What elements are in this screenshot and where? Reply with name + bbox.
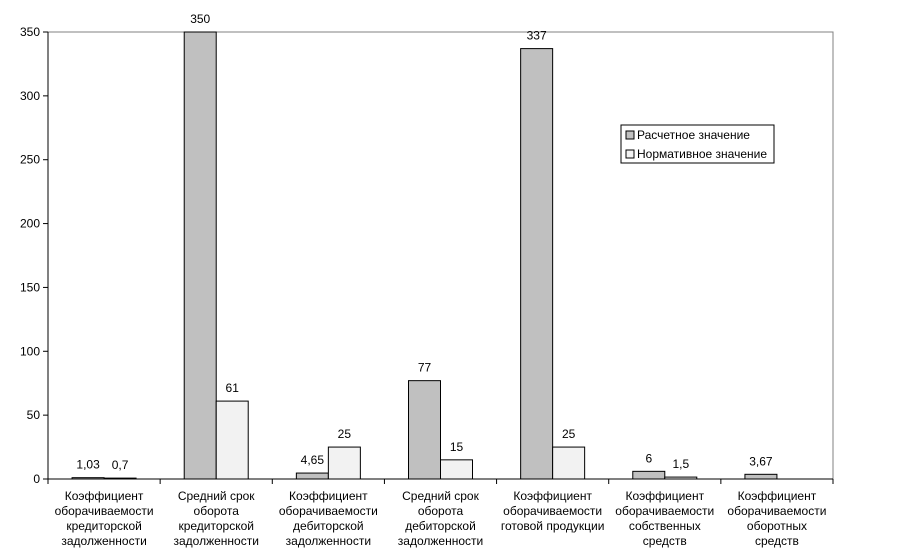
bar-series-2-cat-4 <box>440 459 473 480</box>
x-tick-label-line: оборачиваемости <box>503 504 602 518</box>
x-tick-label: Средний срок оборота дебиторской задолженно… <box>398 489 483 548</box>
data-label: 1,03 <box>76 458 100 472</box>
x-tick-label-line: Коэффициент <box>513 489 592 503</box>
data-label: 3,67 <box>749 454 773 468</box>
x-tick-label-line: дебиторской <box>405 519 476 533</box>
x-tick-label: Коэффициент оборачиваемости собственных сре… <box>615 489 714 548</box>
x-tick-label: Коэффициент оборачиваемости оборотных средс… <box>727 489 826 548</box>
x-tick-label-line: Коэффициент <box>65 489 144 503</box>
x-tick-label-line: задолженности <box>61 534 146 548</box>
y-tick-label: 250 <box>20 153 40 167</box>
x-tick-label: Коэффициент оборачиваемости дебиторской зад… <box>279 489 378 548</box>
bar-series-1-cat-5 <box>520 48 554 480</box>
data-label: 337 <box>527 29 547 43</box>
bar-series-2-cat-2 <box>215 400 249 480</box>
x-tick-label-line: Средний срок <box>402 489 479 503</box>
x-tick-label-line: оборачиваемости <box>615 504 714 518</box>
x-tick-label-line: Коэффициент <box>289 489 368 503</box>
data-label: 4,65 <box>301 453 325 467</box>
bar-series-1-cat-4 <box>408 380 441 480</box>
x-tick-label-line: средств <box>643 534 687 548</box>
legend-label: Расчетное значение <box>637 128 750 142</box>
data-label: 6 <box>645 451 652 465</box>
legend-swatch <box>625 149 635 159</box>
x-tick-label-line: оборота <box>418 504 464 518</box>
bar-series-1-cat-6 <box>632 470 666 480</box>
legend-box <box>620 124 775 164</box>
data-label: 350 <box>190 12 210 26</box>
data-label: 25 <box>338 427 352 441</box>
x-tick-label-line: оборачиваемости <box>55 504 154 518</box>
y-tick-label: 300 <box>20 89 40 103</box>
y-tick-label: 150 <box>20 280 40 294</box>
x-tick-label-line: Коэффициент <box>738 489 817 503</box>
x-tick-label: Средний срок оборота кредиторской задолженн… <box>174 489 259 548</box>
data-label: 1,5 <box>672 457 689 471</box>
x-tick-label-line: кредиторской <box>178 519 254 533</box>
y-axis: 0 50 100 150 200 250 300 350 <box>20 25 49 486</box>
x-tick-label-line: собственных <box>629 519 701 533</box>
x-tick-label-line: задолженности <box>286 534 371 548</box>
y-tick-label: 50 <box>27 408 41 422</box>
y-tick-label: 350 <box>20 25 40 39</box>
x-tick-label-line: дебиторской <box>293 519 364 533</box>
bar-series-2-cat-5 <box>552 446 586 480</box>
x-tick-label-line: Коэффициент <box>625 489 704 503</box>
bar-series-1-cat-2 <box>183 31 217 480</box>
x-tick-label-line: оборотных <box>747 519 807 533</box>
bars <box>71 31 778 480</box>
legend: Расчетное значение Нормативное значение <box>620 124 775 164</box>
data-label: 0,7 <box>112 458 129 472</box>
legend-swatch <box>625 130 635 140</box>
x-tick-label-line: оборачиваемости <box>279 504 378 518</box>
data-labels: 1,03 350 4,65 77 337 6 3,67 0,7 61 25 15 25 1,5 <box>76 12 773 472</box>
bar-series-1-cat-3 <box>295 472 329 480</box>
bar-series-2-cat-3 <box>327 446 361 480</box>
x-tick-label: Коэффициент оборачиваемости готовой продук… <box>501 489 605 533</box>
x-tick-label-line: Средний срок <box>178 489 255 503</box>
x-axis: Коэффициент оборачиваемости кредиторской за… <box>47 478 834 548</box>
legend-label: Нормативное значение <box>637 147 767 161</box>
data-label: 25 <box>562 427 576 441</box>
bar-series-1-cat-7 <box>744 473 778 480</box>
x-tick-label-line: оборота <box>194 504 240 518</box>
x-tick-label-line: средств <box>755 534 799 548</box>
data-label: 61 <box>226 381 240 395</box>
x-tick-label-line: оборачиваемости <box>727 504 826 518</box>
y-tick-label: 100 <box>20 344 40 358</box>
y-tick-label: 0 <box>33 472 40 486</box>
data-label: 77 <box>418 361 432 375</box>
x-tick-label-line: задолженности <box>398 534 483 548</box>
data-label: 15 <box>450 440 464 454</box>
y-tick-label: 200 <box>20 217 40 231</box>
x-tick-label: Коэффициент оборачиваемости кредиторской за… <box>55 489 154 548</box>
x-tick-label-line: кредиторской <box>66 519 142 533</box>
x-tick-label-line: задолженности <box>174 534 259 548</box>
x-tick-label-line: готовой продукции <box>501 519 605 533</box>
